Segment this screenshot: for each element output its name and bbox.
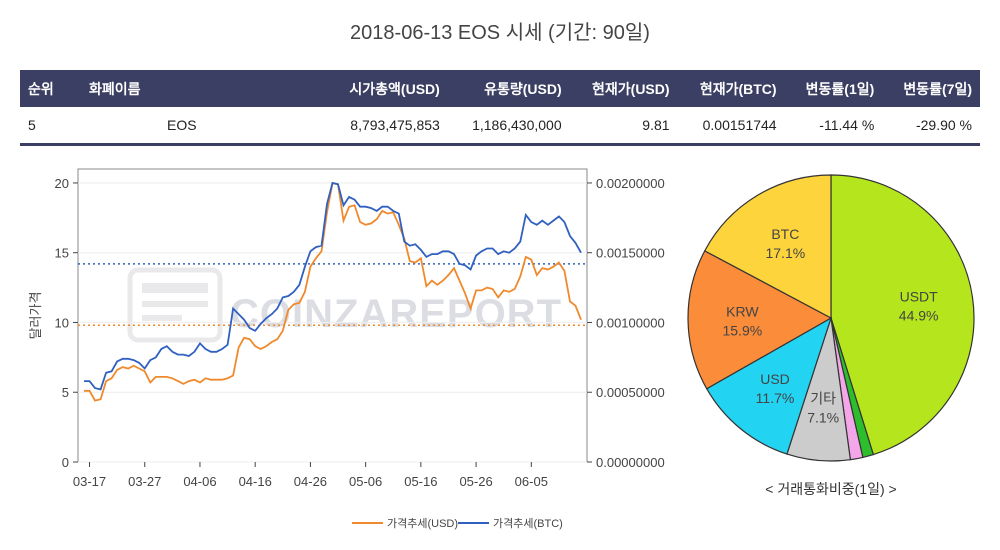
header-circulating[interactable]: 유통량(USD) [447,70,570,107]
pie-slice-percent: 11.7% [756,390,795,406]
y-left-tick-label: 20 [55,176,69,191]
cell-rank: 5 [28,117,36,133]
x-tick-label: 03-17 [73,474,106,489]
cell-circulating: 1,186,430,000 [472,117,562,133]
y-right-tick-label: 0.00000000 [596,455,665,470]
y-axis-title: 달러가격 [28,292,43,340]
table-header-row: 순위 화폐이름 시가총액(USD) 유통량(USD) 현재가(USD) 현재가(… [20,70,980,107]
table-row: 5 EOS 8,793,475,853 1,186,430,000 9.81 0… [20,107,980,145]
x-tick-label: 04-26 [294,474,327,489]
y-left-tick-label: 15 [55,246,69,261]
pie-slice [830,174,975,456]
pie-slice-label: BTC [771,226,799,242]
pie-title: < 거래통화비중(1일) > [765,481,896,497]
x-tick-label: 05-06 [349,474,382,489]
pie-slice-label: 기타 [810,390,836,406]
cell-change-1d: -11.44 % [819,117,875,133]
page-title: 2018-06-13 EOS 시세 (기간: 90일) [350,22,650,44]
y-right-tick-label: 0.00100000 [596,315,665,330]
header-change-7d[interactable]: 변동률(7일) [882,70,980,107]
pie-chart: USDT 44.9% 기타 7.1% USD 11.7% KRW 15.9% BTC 17.1% <… [687,174,975,497]
header-change-1d[interactable]: 변동률(1일) [784,70,883,107]
series-line-btc [84,181,582,391]
line-chart: 0 5 10 15 20 0.00000000 0.00050000 0.00100000 0.… [28,168,665,530]
pie-slice-percent: 17.1% [765,245,805,261]
series-line-usd [84,181,582,402]
pie-slice-label: USDT [900,289,939,305]
legend-label-usd: 가격추세(USD) [387,517,458,530]
pie-slice [703,174,832,319]
y-left-tick-label: 5 [62,385,69,400]
cell-change-7d: -29.90 % [915,117,972,133]
x-tick-label: 04-16 [239,474,272,489]
header-price-usd[interactable]: 현재가(USD) [569,70,678,107]
header-price-btc[interactable]: 현재가(BTC) [677,70,785,107]
chart-area: 0 5 10 15 20 0.00000000 0.00050000 0.00100000 0.… [28,168,975,530]
pie-slice-percent: 44.9% [899,308,939,324]
pie-slice-label: USD [760,371,790,387]
x-tick-label: 03-27 [128,474,161,489]
y-left-tick-label: 0 [62,455,69,470]
cell-market-cap: 8,793,475,853 [350,117,440,133]
stats-table: 순위 화폐이름 시가총액(USD) 유통량(USD) 현재가(USD) 현재가(… [20,70,980,146]
y-right-tick-label: 0.00150000 [596,246,665,261]
pie-slice [705,316,833,455]
y-right-tick-label: 0.00200000 [596,176,665,191]
x-tick-label: 05-26 [459,474,492,489]
y-left-tick-label: 10 [55,315,69,330]
x-tick-label: 05-16 [404,474,437,489]
pie-slice-label: KRW [726,303,759,319]
watermark-text: COINZAREPORT [230,292,562,336]
pie-slice [687,250,833,390]
legend-label-btc: 가격추세(BTC) [493,517,563,530]
header-name[interactable]: 화폐이름 [81,70,325,107]
pie-slice-percent: 15.9% [722,322,762,338]
cell-price-usd: 9.81 [642,117,670,133]
plot-frame [77,168,588,463]
pie-slice-percent: 7.1% [807,409,839,425]
cell-price-btc: 0.00151744 [702,117,777,133]
x-tick-label: 06-05 [515,474,548,489]
y-right-tick-label: 0.00050000 [596,385,665,400]
x-tick-label: 04-06 [183,474,216,489]
cell-name: EOS [167,117,197,133]
header-rank[interactable]: 순위 [20,70,81,107]
header-market-cap[interactable]: 시가총액(USD) [325,70,448,107]
